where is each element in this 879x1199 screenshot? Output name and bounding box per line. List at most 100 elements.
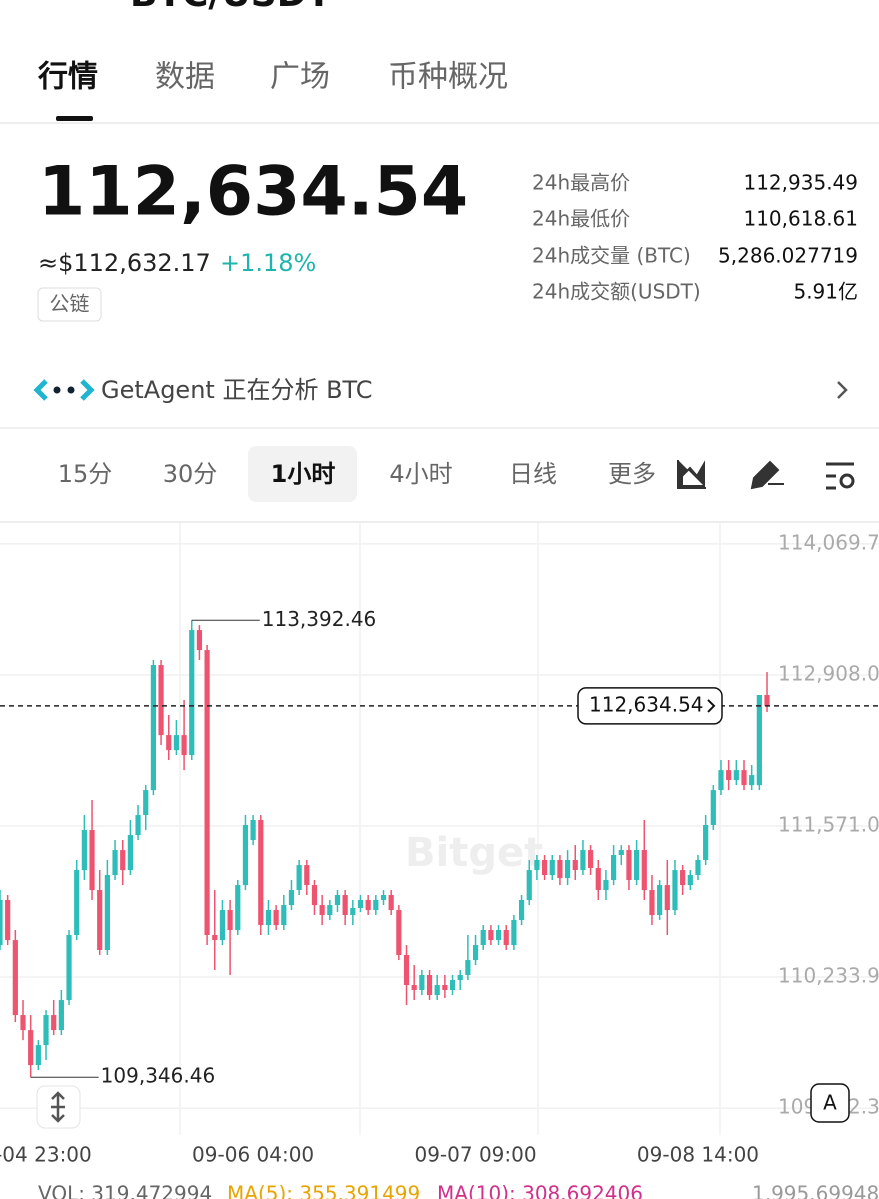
last-price-chevron[interactable] xyxy=(707,699,716,713)
x-tick-label: 09-07 09:00 xyxy=(414,1143,536,1167)
candle-body xyxy=(28,1030,34,1066)
icon-chart-type[interactable] xyxy=(677,460,706,489)
candle-body xyxy=(572,860,578,871)
candle-body xyxy=(189,630,195,756)
candle-body xyxy=(396,910,402,955)
tag[interactable]: 公链 xyxy=(50,292,90,316)
candle-body xyxy=(388,895,394,911)
candle-body xyxy=(480,930,486,946)
candle-body xyxy=(104,875,110,951)
candle-body xyxy=(288,890,295,906)
candle-body xyxy=(434,985,440,996)
candle-body xyxy=(281,905,287,926)
candle-body xyxy=(74,870,80,935)
candle-body xyxy=(626,850,632,880)
expand-icon[interactable] xyxy=(51,1091,65,1123)
stat-label: 24h最高价 xyxy=(532,171,630,195)
candle-body xyxy=(204,650,210,935)
candle-body xyxy=(495,930,502,941)
candle-body xyxy=(135,815,141,836)
candle-body xyxy=(534,860,540,871)
chevron[interactable] xyxy=(837,381,848,399)
candle-body xyxy=(641,850,647,891)
indicator: VOL: 319.472994 xyxy=(38,1182,212,1199)
watermark: Bitget xyxy=(405,830,543,876)
candle-body xyxy=(181,735,187,756)
extreme-label: 113,392.46 xyxy=(262,607,377,631)
stat-value: 110,618.61 xyxy=(743,207,858,231)
candle-body xyxy=(595,868,601,891)
stat-label: 24h成交额(USDT) xyxy=(532,280,701,304)
interval[interactable]: 15分 xyxy=(58,460,113,488)
interval[interactable]: 30分 xyxy=(163,460,218,488)
candle-body xyxy=(749,775,755,786)
x-tick-label: 09-08 14:00 xyxy=(637,1143,759,1167)
candle-body xyxy=(0,899,3,946)
candle-body xyxy=(58,1000,64,1031)
candle-body xyxy=(733,770,739,781)
interval[interactable]: 日线 xyxy=(509,460,557,488)
candle-body xyxy=(649,890,655,916)
ui-layer: 行情 数据 广场 币种概况 24h最高价 112,935.49 24h最低价 110,618.… xyxy=(0,60,879,1199)
candle-body xyxy=(518,899,525,920)
candle-body xyxy=(580,850,586,871)
stat-value: 5.91亿 xyxy=(793,280,858,304)
candle-body xyxy=(158,665,164,736)
candle-body xyxy=(43,1015,49,1046)
candle-body xyxy=(296,865,302,891)
candle-body xyxy=(250,820,256,841)
candle-body xyxy=(618,850,624,856)
interval[interactable]: 更多 xyxy=(608,460,656,488)
candle-body xyxy=(112,850,118,876)
icon-draw[interactable] xyxy=(750,460,784,490)
indicator: MA(10): 308.692406 xyxy=(437,1182,643,1199)
tab[interactable]: 数据 xyxy=(155,60,215,95)
candle-body xyxy=(411,985,417,990)
tab[interactable]: 广场 xyxy=(270,60,330,95)
interval[interactable]: 1小时 xyxy=(271,460,336,488)
candle-body xyxy=(350,907,356,916)
candle-body xyxy=(242,824,249,886)
candle-body xyxy=(457,974,463,981)
tab[interactable]: 行情 xyxy=(37,60,98,95)
auto-button-label[interactable]: A xyxy=(823,1091,837,1115)
candle-body xyxy=(357,899,364,908)
indicator: 1,995.69948 xyxy=(752,1182,879,1199)
candle-body xyxy=(365,899,371,911)
candle-body xyxy=(258,820,264,926)
pair-title[interactable]: BTC/USDT xyxy=(130,0,332,15)
y-tick-label: 111,571.03 xyxy=(778,813,879,837)
candle-body xyxy=(380,895,387,900)
y-tick-label: 110,233.99 xyxy=(778,964,879,988)
candle-body xyxy=(273,910,279,926)
auto-button[interactable] xyxy=(810,1083,850,1123)
tab[interactable]: 币种概况 xyxy=(388,60,508,95)
candle-body xyxy=(334,895,341,906)
candle-body xyxy=(680,870,686,886)
candle-body xyxy=(127,835,133,871)
candle-body xyxy=(549,860,555,876)
candle-body xyxy=(687,875,693,886)
icon-settings-gear[interactable] xyxy=(839,473,855,489)
candle-body xyxy=(265,910,272,926)
candle-body xyxy=(5,899,11,941)
stat-label: 24h最低价 xyxy=(532,207,630,231)
candle-body xyxy=(66,934,72,1001)
candle-body xyxy=(150,665,157,791)
candle-body xyxy=(403,954,410,986)
candle-body xyxy=(426,974,433,996)
stat-value: 112,935.49 xyxy=(743,171,858,195)
candle-body xyxy=(541,860,548,876)
candle-body xyxy=(89,830,95,891)
candle-body xyxy=(511,919,517,946)
candle-body xyxy=(503,930,509,946)
last-price-label[interactable]: 112,634.54 xyxy=(589,692,704,716)
agent-text[interactable]: GetAgent 正在分析 BTC xyxy=(101,376,373,404)
interval[interactable]: 4小时 xyxy=(389,460,452,488)
icon-settings[interactable] xyxy=(826,462,854,490)
tag-box[interactable] xyxy=(37,287,102,322)
last-price-box[interactable] xyxy=(577,687,723,725)
